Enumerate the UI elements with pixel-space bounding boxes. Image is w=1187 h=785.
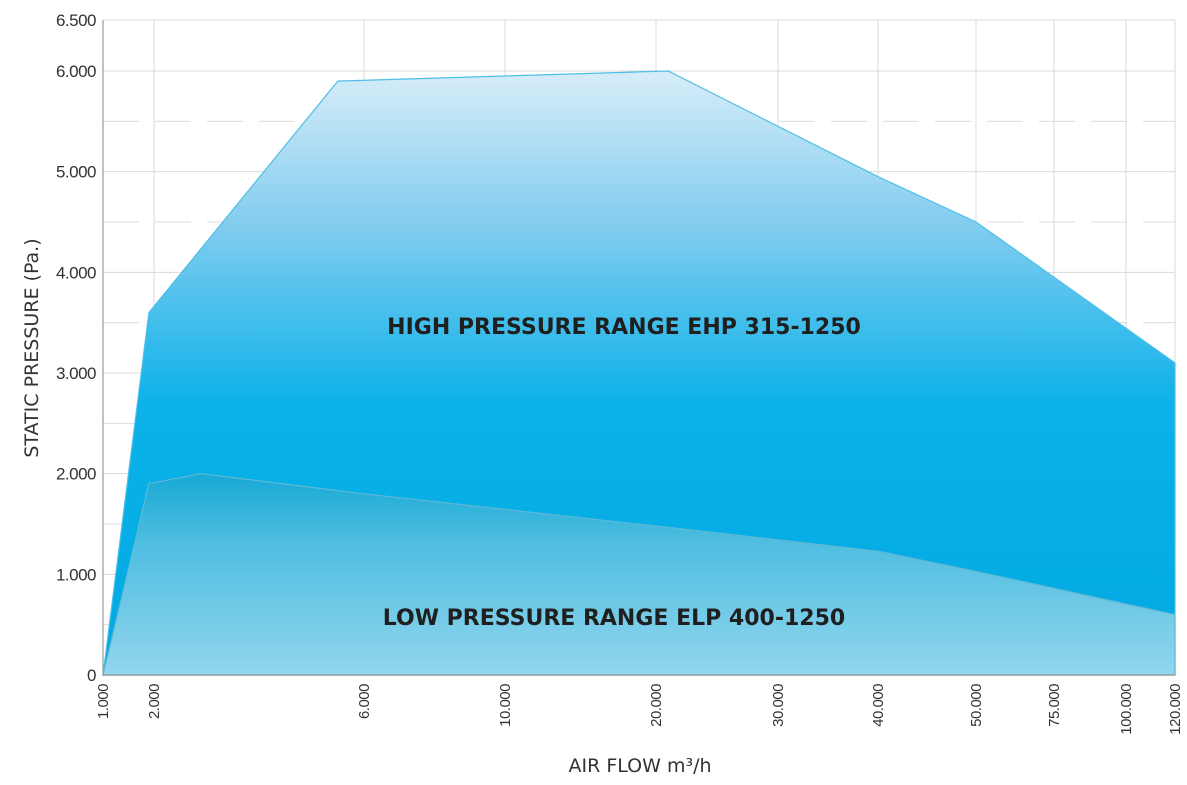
low-pressure-area [102,473,1176,676]
y-tick-label: 0 [87,666,96,685]
y-tick-label: 6.000 [56,62,96,81]
axes: 01.0002.0003.0004.0005.0006.0006.5001.00… [56,11,1184,735]
y-tick-label: 2.000 [56,465,96,484]
x-tick-label: 50.000 [968,684,985,727]
x-tick-label: 10.000 [497,684,514,727]
y-tick-label: 6.500 [56,11,96,30]
x-tick-label: 30.000 [770,684,787,727]
x-tick-label: 100.000 [1118,684,1135,735]
x-axis-title: AIR FLOW m³/h [568,755,711,777]
x-tick-label: 6.000 [356,684,373,719]
y-tick-label: 4.000 [56,263,96,282]
high-pressure-range-label: HIGH PRESSURE RANGE EHP 315-1250 [387,315,861,340]
low-pressure-range-label: LOW PRESSURE RANGE ELP 400-1250 [383,606,845,631]
x-tick-label: 20.000 [648,684,665,727]
y-axis-title: STATIC PRESSURE (Pa.) [21,238,43,457]
x-tick-label: 2.000 [146,684,163,719]
x-tick-label: 40.000 [870,684,887,727]
x-tick-label: 75.000 [1046,684,1063,727]
y-tick-label: 3.000 [56,364,96,383]
y-tick-label: 1.000 [56,565,96,584]
y-tick-label: 5.000 [56,163,96,182]
x-tick-label: 1.000 [95,684,112,719]
areas [102,70,1176,676]
x-tick-label: 120.000 [1167,684,1184,735]
